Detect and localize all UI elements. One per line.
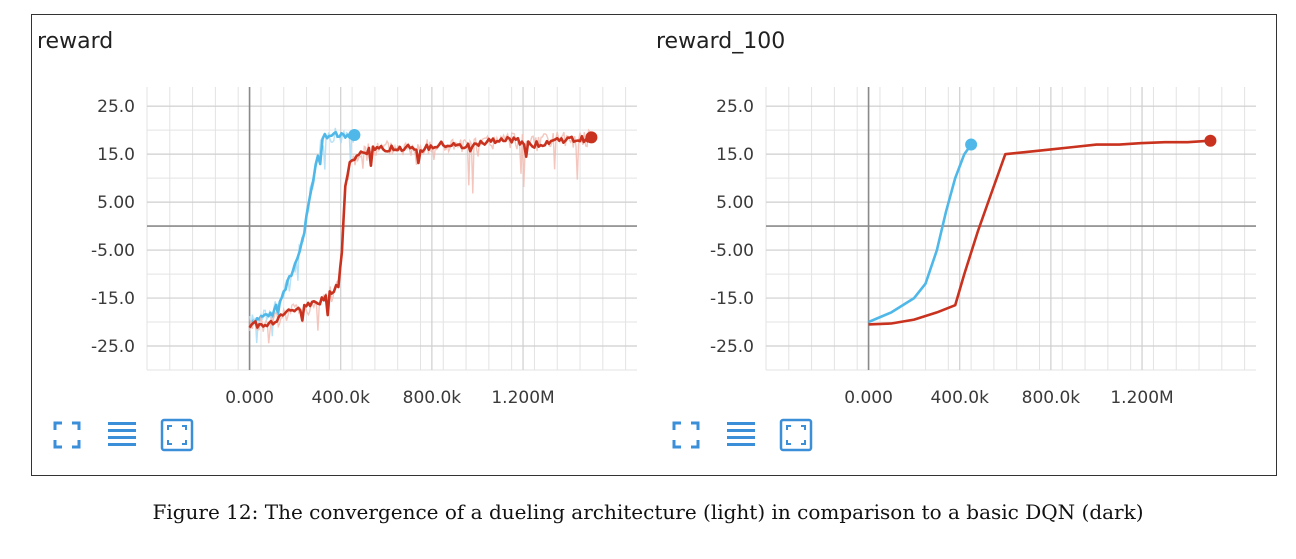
y-tick-label: -25.0	[710, 337, 754, 357]
series-line-light	[868, 143, 973, 324]
series-end-point-light	[348, 128, 361, 141]
y-tick-label: 5.00	[97, 193, 135, 213]
chart-reward-100: 25.0 15.0 5.00 -5.00 -15.0 -25.0 0.000 400.0k 80…	[710, 87, 1256, 408]
series-line-dark	[248, 134, 593, 329]
chart-title-reward-100: reward_100	[656, 29, 786, 54]
grid	[146, 87, 637, 371]
list-icon[interactable]	[105, 418, 139, 452]
series-line-light	[248, 131, 356, 326]
y-tick-label: -15.0	[710, 289, 754, 309]
fit-domain-icon[interactable]	[160, 418, 194, 452]
y-tick-label: 15.0	[716, 145, 754, 165]
series-end-point-dark	[585, 131, 598, 144]
x-tick-label: 800.0k	[1022, 388, 1081, 408]
series-line-dark	[868, 139, 1211, 326]
x-tick-label: 400.0k	[311, 388, 370, 408]
fullscreen-icon[interactable]	[669, 418, 703, 452]
x-tick-label: 1.200M	[491, 388, 554, 408]
y-tick-label: -25.0	[91, 337, 135, 357]
chart-title-reward: reward	[37, 29, 114, 54]
fit-domain-icon[interactable]	[779, 418, 813, 452]
series-end-point-light	[965, 138, 978, 151]
y-tick-label: 5.00	[716, 193, 754, 213]
x-tick-label: 0.000	[844, 388, 893, 408]
y-tick-label: 25.0	[97, 97, 135, 117]
series-raw-line-dark	[248, 128, 593, 344]
y-tick-label: 15.0	[97, 145, 135, 165]
x-tick-label: 0.000	[225, 388, 274, 408]
x-tick-label: 800.0k	[403, 388, 462, 408]
y-tick-label: -5.00	[91, 241, 135, 261]
y-tick-label: 25.0	[716, 97, 754, 117]
grid	[765, 87, 1256, 371]
fullscreen-icon[interactable]	[50, 418, 84, 452]
series-raw-line-light	[248, 127, 356, 344]
list-icon[interactable]	[724, 418, 758, 452]
x-tick-label: 1.200M	[1110, 388, 1173, 408]
chart-reward: 25.0 15.0 5.00 -5.00 -15.0 -25.0 0.000 400.0k 80…	[91, 87, 637, 408]
series-end-point-dark	[1204, 134, 1217, 147]
y-tick-label: -5.00	[710, 241, 754, 261]
chart-panel-reward: reward 25.0 15.0 5.00 -5.00 -15.0 -25.0 0.000 4…	[32, 15, 652, 475]
x-tick-label: 400.0k	[930, 388, 989, 408]
y-tick-label: -15.0	[91, 289, 135, 309]
figure-caption: Figure 12: The convergence of a dueling …	[152, 500, 1144, 524]
chart-panel-reward-100: reward_100 25.0 15.0 5.00 -5.00 -15.0 -25.0 0.…	[651, 15, 1271, 475]
figure-frame: reward 25.0 15.0 5.00 -5.00 -15.0 -25.0 0.000 4…	[31, 14, 1277, 476]
